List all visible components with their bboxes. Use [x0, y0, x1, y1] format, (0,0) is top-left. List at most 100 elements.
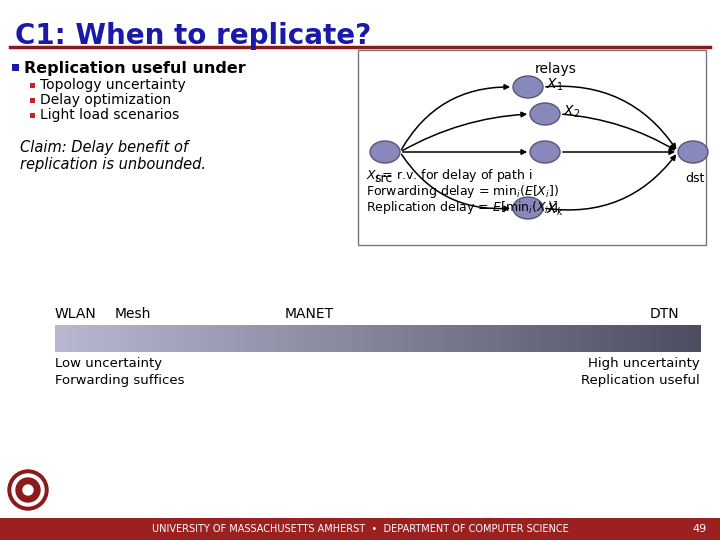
Bar — [122, 325, 125, 352]
Bar — [347, 325, 351, 352]
Bar — [623, 325, 626, 352]
Bar — [683, 325, 686, 352]
Bar — [603, 325, 606, 352]
Circle shape — [16, 478, 40, 502]
Bar — [83, 325, 86, 352]
Bar — [599, 325, 602, 352]
Bar — [163, 325, 166, 352]
Bar — [653, 325, 656, 352]
Bar — [55, 325, 58, 352]
Bar — [351, 325, 355, 352]
Bar — [657, 325, 660, 352]
Bar — [627, 325, 630, 352]
Bar — [672, 325, 675, 352]
Bar — [395, 325, 398, 352]
Bar — [453, 325, 456, 352]
Bar — [474, 325, 477, 352]
Bar — [109, 325, 112, 352]
Bar — [326, 325, 329, 352]
Bar — [305, 325, 307, 352]
Bar — [479, 325, 482, 352]
Bar — [616, 325, 619, 352]
Ellipse shape — [513, 197, 543, 219]
Bar — [72, 325, 76, 352]
Bar — [577, 325, 580, 352]
Bar — [242, 325, 246, 352]
Bar — [401, 325, 405, 352]
Text: Replication delay = $E[\mathrm{min}_i(X_i)]$: Replication delay = $E[\mathrm{min}_i(X_… — [366, 199, 559, 216]
Bar — [87, 325, 91, 352]
Bar — [698, 325, 701, 352]
Bar — [631, 325, 634, 352]
Bar — [274, 325, 277, 352]
Bar — [169, 325, 172, 352]
Text: Light load scenarios: Light load scenarios — [40, 108, 179, 122]
Bar — [606, 325, 608, 352]
Text: $X_i$ = r.v. for delay of path i: $X_i$ = r.v. for delay of path i — [366, 167, 533, 184]
Bar — [442, 325, 445, 352]
Bar — [115, 325, 118, 352]
Bar — [539, 325, 542, 352]
Bar — [296, 325, 299, 352]
Bar — [696, 325, 699, 352]
Bar — [225, 325, 228, 352]
Bar — [444, 325, 447, 352]
Bar — [496, 325, 499, 352]
Bar — [674, 325, 678, 352]
Bar — [636, 325, 639, 352]
Bar — [371, 325, 374, 352]
Bar — [141, 325, 144, 352]
Bar — [612, 325, 615, 352]
Bar — [240, 325, 243, 352]
Bar — [139, 325, 142, 352]
Bar — [530, 325, 534, 352]
Bar — [523, 325, 527, 352]
Bar — [427, 325, 430, 352]
Bar — [601, 325, 604, 352]
Bar — [130, 325, 133, 352]
Bar — [580, 325, 582, 352]
Bar — [408, 325, 410, 352]
Bar — [528, 325, 531, 352]
Bar — [255, 325, 258, 352]
Bar — [156, 325, 159, 352]
Bar — [358, 50, 706, 245]
Bar — [513, 325, 516, 352]
Bar — [203, 325, 207, 352]
Bar — [235, 325, 239, 352]
Bar — [362, 325, 366, 352]
Bar — [543, 325, 546, 352]
Bar — [595, 325, 598, 352]
Bar — [257, 325, 260, 352]
Bar — [207, 325, 211, 352]
Bar — [399, 325, 402, 352]
Bar — [98, 325, 101, 352]
Bar — [477, 325, 480, 352]
Bar — [30, 113, 35, 118]
Text: Topology uncertainty: Topology uncertainty — [40, 78, 186, 92]
Text: src: src — [374, 172, 392, 185]
Bar — [180, 325, 183, 352]
Bar — [470, 325, 473, 352]
Bar — [197, 325, 200, 352]
Ellipse shape — [530, 103, 560, 125]
Bar — [311, 325, 314, 352]
Bar — [176, 325, 179, 352]
Bar — [63, 325, 67, 352]
Bar — [161, 325, 163, 352]
Bar — [414, 325, 417, 352]
Bar — [356, 325, 359, 352]
Bar — [120, 325, 122, 352]
Bar — [135, 325, 138, 352]
Bar — [154, 325, 157, 352]
Bar — [193, 325, 196, 352]
Bar — [346, 325, 348, 352]
Bar — [349, 325, 353, 352]
Bar — [335, 325, 338, 352]
Bar — [481, 325, 484, 352]
Bar — [145, 325, 148, 352]
Bar — [588, 325, 591, 352]
Bar — [519, 325, 523, 352]
Bar — [261, 325, 264, 352]
Bar — [410, 325, 413, 352]
